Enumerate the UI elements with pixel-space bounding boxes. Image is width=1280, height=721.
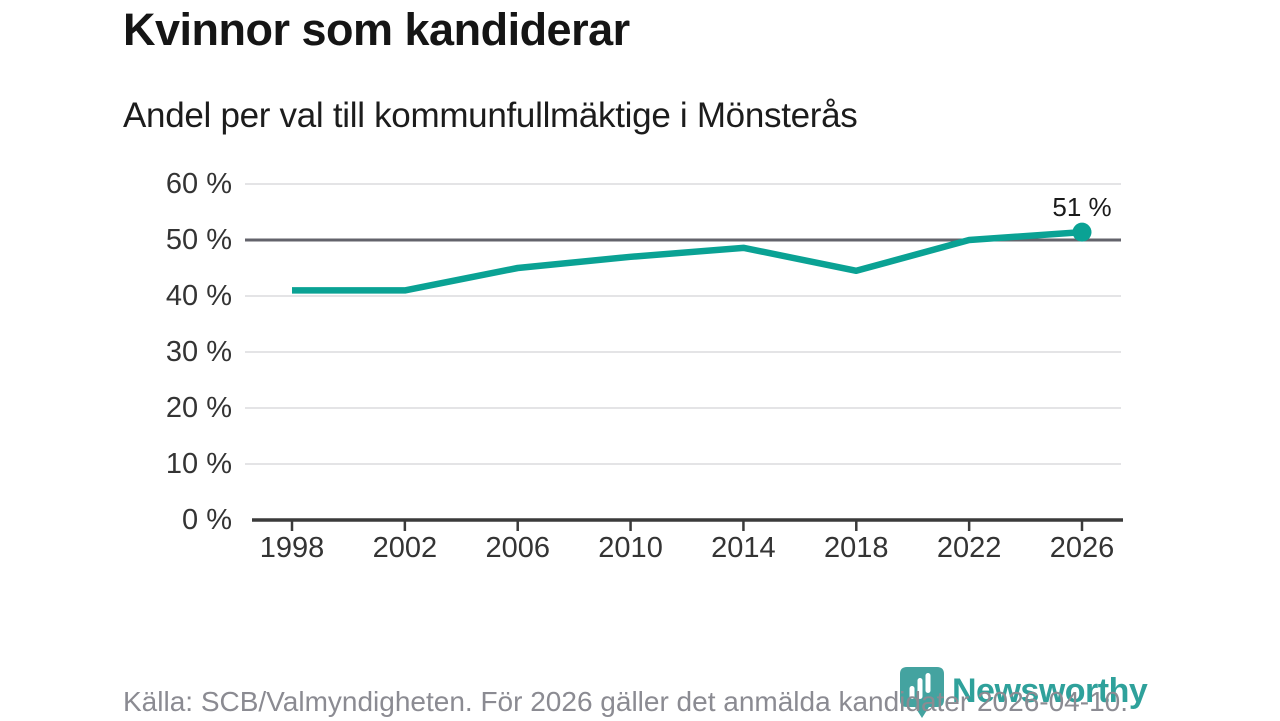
x-axis-label: 2018 [824, 532, 889, 564]
data-point-label: 51 % [1052, 192, 1112, 223]
x-axis-label: 2014 [711, 532, 776, 564]
x-axis-label: 2022 [936, 532, 1002, 564]
y-axis-label: 30 % [165, 336, 232, 368]
data-series-line [292, 228, 1083, 294]
x-axis-label: 2006 [485, 532, 550, 564]
y-axis-label: 20 % [165, 392, 232, 424]
x-axis-label: 2010 [598, 532, 663, 564]
data-point-marker [1072, 222, 1092, 242]
y-axis-label: 60 % [165, 168, 232, 200]
brand-name: Newsworthy [952, 672, 1148, 710]
x-axis-label: 2002 [372, 532, 438, 564]
source-note: Källa: SCB/Valmyndigheten. För 2026 gäll… [123, 686, 1128, 717]
page-title: Kvinnor som kandiderar [123, 4, 630, 55]
newsworthy-pin-icon [900, 667, 944, 718]
x-axis-label: 1998 [259, 532, 325, 564]
x-axis-label: 2026 [1049, 532, 1115, 564]
y-axis-label: 10 % [165, 448, 232, 480]
y-axis-label: 0 % [182, 504, 232, 536]
newsworthy-logo: Newsworthy [898, 665, 1148, 721]
line-chart [245, 183, 1123, 531]
y-axis-label: 40 % [165, 280, 232, 312]
chart-subtitle: Andel per val till kommunfullmäktige i M… [123, 96, 858, 135]
y-axis-label: 50 % [165, 224, 232, 256]
